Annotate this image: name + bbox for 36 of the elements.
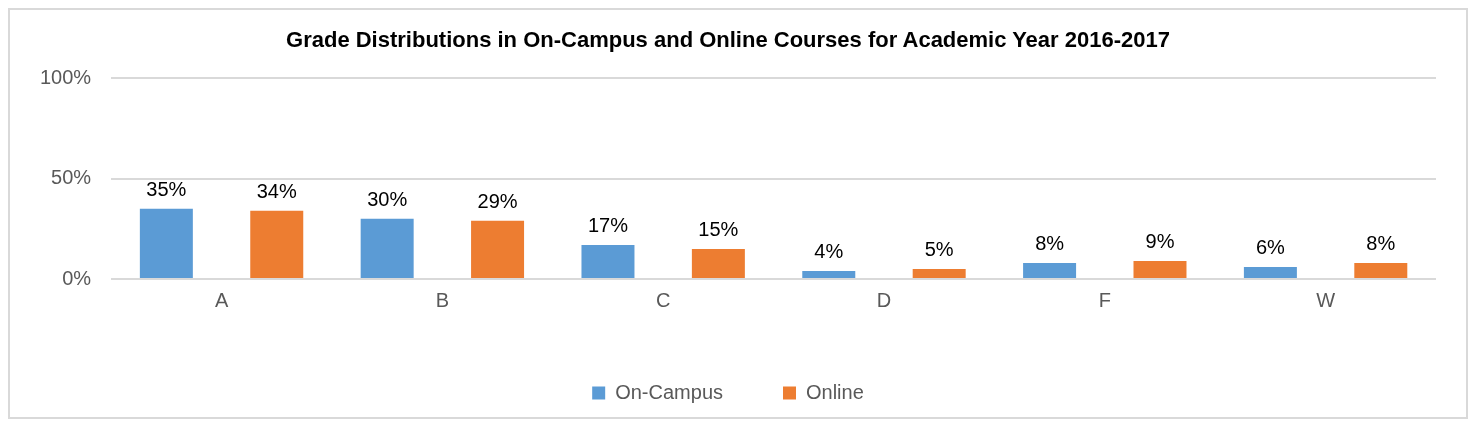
data-label: 4% — [814, 240, 844, 263]
bar — [691, 248, 745, 278]
data-label: 8% — [1366, 232, 1396, 255]
bar — [802, 270, 856, 278]
bar — [139, 208, 193, 278]
data-label: 29% — [477, 190, 518, 213]
data-label: 30% — [367, 188, 408, 211]
bar — [250, 210, 304, 278]
data-label: 9% — [1145, 230, 1175, 253]
bar — [581, 244, 635, 278]
data-label: 6% — [1255, 236, 1286, 259]
x-tick-label: W — [1316, 288, 1336, 311]
y-tick-label: 0% — [62, 266, 92, 289]
bar — [360, 218, 414, 278]
legend-label: Online — [806, 380, 864, 403]
x-tick-label: C — [655, 288, 671, 311]
x-tick-label: B — [435, 288, 450, 311]
x-tick-label: F — [1098, 288, 1111, 311]
y-tick-label: 100% — [40, 65, 92, 88]
data-label: 34% — [256, 180, 297, 203]
bar — [1023, 262, 1077, 278]
data-label: 17% — [587, 214, 629, 237]
data-label: 5% — [924, 238, 954, 261]
bar — [912, 268, 966, 278]
bar — [471, 220, 525, 278]
data-label: 15% — [698, 218, 739, 241]
data-label: 35% — [146, 178, 187, 201]
legend-label: On-Campus — [615, 380, 723, 403]
chart-title: Grade Distributions in On-Campus and Online Courses for Academic Year 2016-2017 — [286, 27, 1170, 53]
data-label: 8% — [1035, 232, 1065, 255]
x-tick-label: D — [876, 288, 892, 311]
y-tick-label: 50% — [51, 166, 92, 189]
x-tick-label: A — [214, 288, 229, 311]
bar — [1133, 260, 1187, 278]
bar — [1354, 262, 1408, 278]
bar — [1243, 266, 1297, 278]
